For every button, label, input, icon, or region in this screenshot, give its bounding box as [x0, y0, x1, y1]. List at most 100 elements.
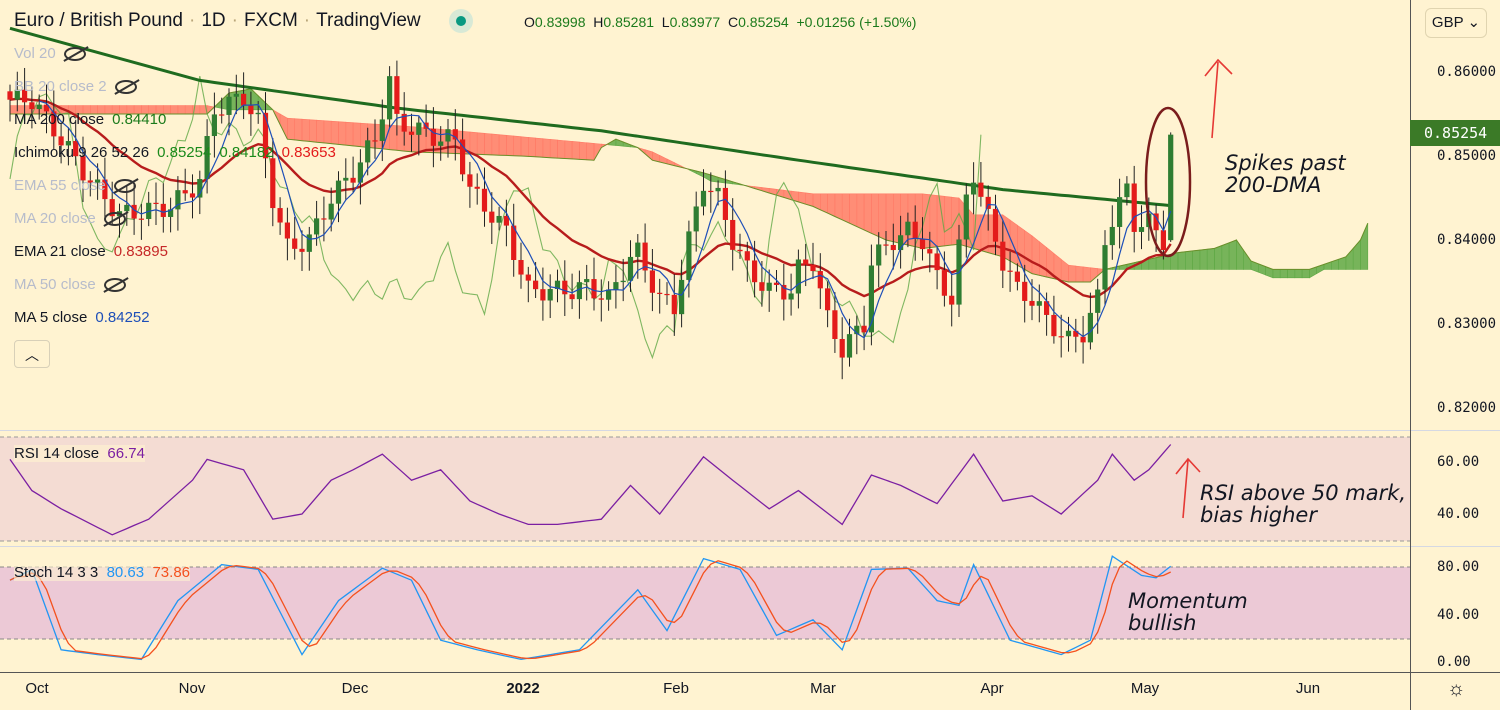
legend-label: EMA 21 close: [14, 243, 106, 260]
ichimoku-cloud-segment: [1075, 265, 1084, 283]
ichimoku-cloud-segment: [345, 121, 354, 147]
ichimoku-cloud-segment: [330, 120, 339, 145]
ichimoku-cloud-segment: [1060, 258, 1069, 283]
hidden-eye-icon[interactable]: [103, 211, 126, 226]
pane-separator[interactable]: [0, 546, 1500, 547]
legend-item[interactable]: BB 20 close 2: [14, 78, 137, 95]
ichimoku-cloud-segment: [301, 118, 310, 142]
annotation-momentum: Momentum bullish: [1128, 589, 1248, 635]
chart-canvas[interactable]: [0, 0, 1410, 710]
ichimoku-cloud-segment: [476, 132, 485, 155]
hidden-eye-icon[interactable]: [103, 277, 126, 292]
candle-body: [569, 294, 575, 300]
candle-body: [219, 114, 225, 116]
candle-body: [474, 186, 480, 189]
candle-body: [189, 193, 196, 198]
candle-body: [321, 218, 327, 220]
symbol-title[interactable]: Euro / British Pound · 1D · FXCM · TradingV…: [14, 9, 483, 33]
time-tick: Feb: [663, 680, 689, 697]
candle-body: [679, 279, 685, 315]
ichimoku-cloud-segment: [1177, 251, 1186, 270]
candle-body: [664, 293, 670, 296]
candle-body: [598, 298, 604, 300]
candle-body: [649, 270, 655, 293]
candle-body: [314, 218, 320, 235]
candle-body: [613, 282, 619, 290]
candle-body: [248, 105, 254, 115]
time-tick: Jun: [1295, 680, 1321, 697]
candle-body: [533, 280, 539, 290]
candle-body: [832, 310, 838, 340]
candle-body: [627, 256, 634, 281]
ichimoku-cloud-segment: [184, 105, 193, 115]
candle-body: [160, 203, 166, 217]
ichimoku-cloud-segment: [1287, 269, 1296, 279]
candle-body: [898, 235, 904, 251]
collapse-legend-button[interactable]: ︿: [14, 340, 50, 368]
ema21-line: [9, 97, 1172, 299]
candle-body: [606, 289, 612, 300]
candle-body: [1058, 336, 1064, 338]
candle-body: [686, 231, 692, 280]
candle-body: [270, 158, 276, 209]
ichimoku-cloud-segment: [308, 119, 317, 143]
symbol-name: Euro / British Pound: [14, 10, 183, 31]
change: +0.01256 (+1.50%): [796, 14, 917, 30]
ichimoku-cloud-segment: [294, 118, 303, 142]
legend-item[interactable]: MA 200 close 0.84410: [14, 111, 166, 128]
ichimoku-cloud-segment: [1024, 229, 1033, 275]
candle-body: [1153, 213, 1159, 231]
legend-item[interactable]: EMA 55 close: [14, 177, 136, 194]
hidden-eye-icon[interactable]: [114, 79, 137, 94]
ichimoku-cloud-segment: [1009, 219, 1018, 266]
legend-item[interactable]: Ichimoku 9 26 52 26 0.85254 0.84182 0.83653: [14, 144, 336, 161]
legend-item[interactable]: MA 50 close: [14, 276, 126, 293]
ichimoku-cloud-segment: [1272, 269, 1281, 279]
legend-item[interactable]: EMA 21 close 0.83895: [14, 243, 168, 260]
legend-item[interactable]: MA 20 close: [14, 210, 126, 227]
candle-body: [635, 242, 641, 257]
price-tick: 0.83000: [1437, 316, 1497, 332]
candle-body: [971, 182, 977, 195]
candle-body: [518, 259, 524, 275]
ichimoku-cloud-segment: [1279, 269, 1288, 279]
ichimoku-cloud-segment: [1345, 247, 1354, 270]
ichimoku-cloud-segment: [1031, 235, 1040, 276]
ichimoku-cloud-segment: [871, 193, 880, 238]
ichimoku-cloud-segment: [257, 95, 266, 111]
candle-body: [36, 104, 42, 110]
ichimoku-cloud-segment: [834, 193, 843, 221]
stoch-d-line: [9, 560, 1171, 660]
candle-body: [262, 112, 269, 159]
stoch-band: [0, 567, 1410, 639]
rsi-legend[interactable]: RSI 14 close 66.74: [14, 445, 145, 462]
currency-selector[interactable]: GBP ⌄: [1425, 8, 1487, 38]
candle-body: [576, 282, 582, 300]
stoch-legend[interactable]: Stoch 14 3 3 80.63 73.86: [14, 564, 191, 581]
legend-item[interactable]: Vol 20: [14, 45, 86, 62]
candle-body: [708, 190, 714, 193]
ichimoku-cloud-segment: [1301, 269, 1310, 279]
candle-body: [1095, 289, 1101, 313]
hidden-eye-icon[interactable]: [113, 178, 136, 193]
settings-gear-icon[interactable]: ☼: [1447, 678, 1466, 700]
stoch-tick: 0.00: [1437, 654, 1471, 670]
legend-item[interactable]: MA 5 close 0.84252: [14, 309, 150, 326]
candle-body: [496, 215, 502, 223]
candle-body: [1124, 183, 1130, 198]
candle-body: [1014, 271, 1020, 282]
candle-body: [722, 187, 728, 220]
pane-separator[interactable]: [0, 430, 1500, 431]
candle-body: [1131, 183, 1137, 232]
hidden-eye-icon[interactable]: [63, 46, 86, 61]
candle-body: [547, 289, 553, 301]
ichimoku-cloud-segment: [1039, 241, 1047, 278]
candle-body: [438, 141, 444, 146]
legend-label: BB 20 close 2: [14, 78, 107, 95]
candle-body: [401, 113, 407, 132]
candle-body: [1065, 330, 1072, 337]
ichimoku-cloud-segment: [170, 105, 179, 115]
candle-body: [766, 282, 772, 291]
legend-value: 0.84252: [95, 309, 150, 326]
candle-body: [817, 271, 823, 289]
